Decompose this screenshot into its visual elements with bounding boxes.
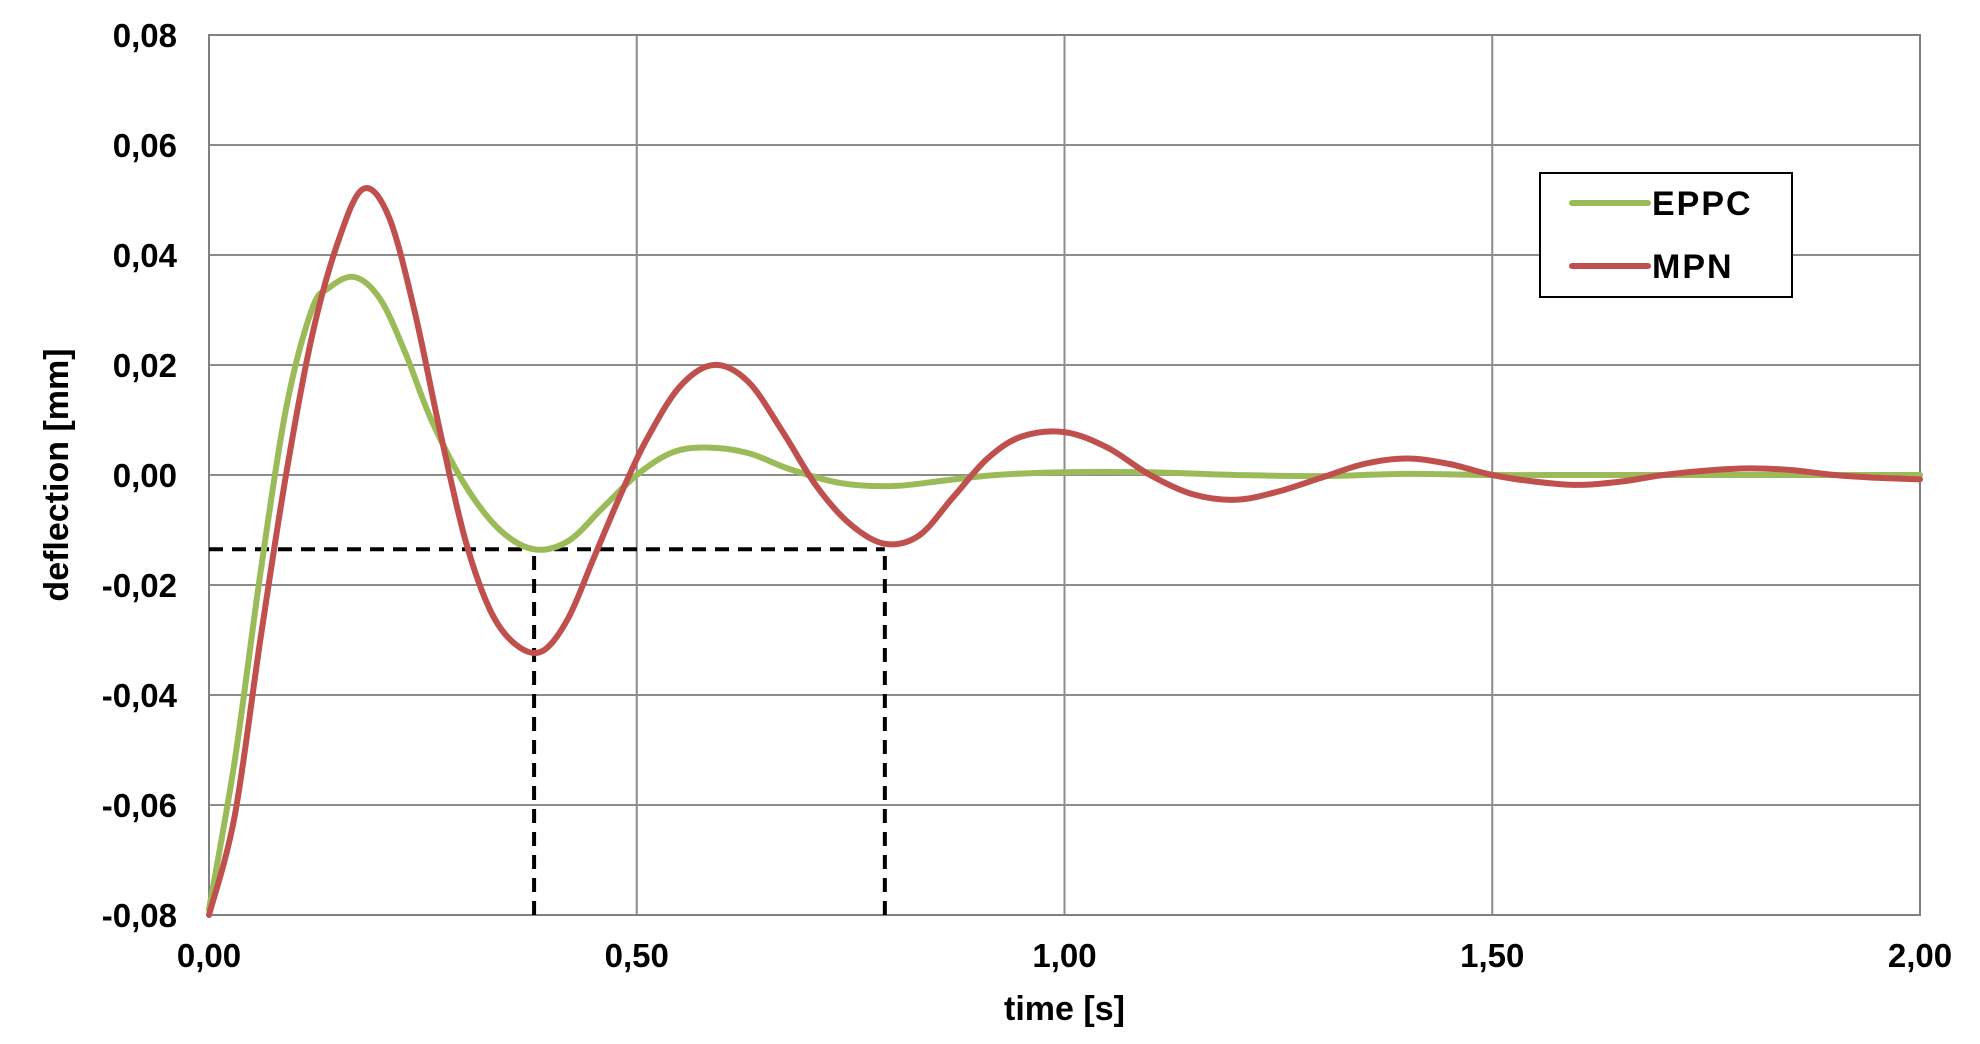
y-tick-label: 0,02 <box>113 347 177 384</box>
y-tick-label: 0,04 <box>113 237 178 274</box>
legend-label-eppc: EPPC <box>1652 185 1753 223</box>
x-tick-label: 0,50 <box>605 937 669 974</box>
x-tick-label: 0,00 <box>177 937 241 974</box>
y-axis-tick-labels: 0,08 0,06 0,04 0,02 0,00 -0,02 -0,04 -0,06 -0,08 <box>102 17 178 934</box>
y-tick-label: -0,06 <box>102 787 177 824</box>
y-tick-label: 0,00 <box>113 457 177 494</box>
legend: EPPC MPN <box>1539 172 1793 298</box>
x-tick-label: 2,00 <box>1888 937 1952 974</box>
y-tick-label: -0,04 <box>102 677 178 714</box>
y-tick-label: -0,08 <box>102 897 177 934</box>
series-line-mpn <box>206 185 1923 918</box>
x-axis-tick-labels: 0,00 0,50 1,00 1,50 2,00 <box>177 937 1952 974</box>
legend-box <box>1539 172 1793 298</box>
reference-dashed-lines <box>209 547 887 915</box>
series-layer <box>206 185 1923 918</box>
x-tick-label: 1,00 <box>1032 937 1096 974</box>
x-tick-label: 1,50 <box>1460 937 1524 974</box>
x-axis-title: time [s] <box>1004 990 1125 1028</box>
legend-label-mpn: MPN <box>1652 248 1734 286</box>
y-axis-title: deflection [mm] <box>38 348 76 601</box>
y-tick-label: -0,02 <box>102 567 177 604</box>
y-tick-label: 0,08 <box>113 17 177 54</box>
y-tick-label: 0,06 <box>113 127 177 164</box>
